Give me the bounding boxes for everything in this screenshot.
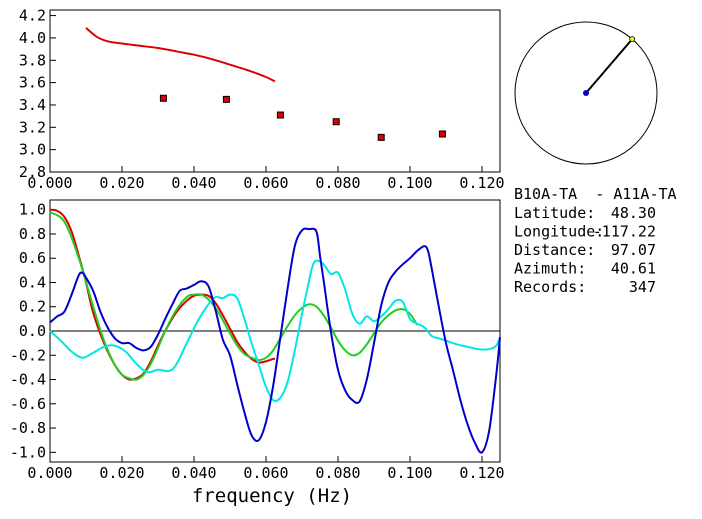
- top-ytick-label: 3.2: [19, 118, 46, 136]
- phase-velocity-marker: [159, 94, 167, 102]
- info-row-value: 347: [629, 278, 656, 296]
- bottom-ytick-label: -0.6: [10, 395, 46, 413]
- phase-velocity-marker: [438, 130, 446, 138]
- top-y-ticks: 2.8 3.0 3.2 3.4 3.6 3.8 4.0 4.2: [19, 7, 56, 181]
- top-ytick-label: 3.8: [19, 51, 46, 69]
- info-row-value: 48.30: [611, 204, 656, 222]
- bottom-ytick-label: 0.6: [19, 249, 46, 267]
- phase-velocity-marker: [377, 133, 385, 141]
- info-row-value: 40.61: [611, 260, 656, 278]
- bottom-xtick-label: 0.080: [315, 464, 360, 482]
- dial-tip-dot: [629, 36, 636, 42]
- bottom-xtick-label: 0.100: [387, 464, 432, 482]
- bottom-y-ticks: -1.0 -0.8 -0.6 -0.4 -0.2 0.0 0.2 0.4 0.6 0.8 1.0: [10, 201, 56, 461]
- phase-velocity-marker: [276, 111, 284, 119]
- bottom-series-layer: [49, 208, 501, 454]
- bottom-xtick-label: 0.060: [243, 464, 288, 482]
- info-row-label: Longitude:: [514, 223, 604, 241]
- top-xtick-label: 0.080: [315, 174, 360, 192]
- bottom-xtick-label: 0.020: [99, 464, 144, 482]
- top-ytick-label: 3.0: [19, 141, 46, 159]
- bottom-x-ticks: 0.000 0.020 0.040 0.060 0.080 0.100 0.120: [27, 456, 505, 482]
- bottom-ytick-label: 0.0: [19, 322, 46, 340]
- bottom-ytick-label: -0.8: [10, 419, 46, 437]
- phase-velocity-marker: [332, 118, 340, 126]
- bottom-series-line-2: [49, 259, 501, 402]
- info-rows: Latitude: 48.30 Longitude:-117.22Distance:…: [514, 204, 656, 296]
- info-row-value: 97.07: [611, 241, 656, 259]
- top-ytick-label: 4.0: [19, 29, 46, 47]
- bottom-series-line-1: [49, 211, 419, 381]
- top-ytick-label: 4.2: [19, 7, 46, 25]
- info-row-label: Distance:: [514, 241, 595, 259]
- top-series-line-0: [85, 27, 276, 83]
- top-xtick-label: 0.100: [387, 174, 432, 192]
- azimuth-needle: [585, 38, 633, 94]
- bottom-xtick-label: 0.000: [27, 464, 72, 482]
- info-row-value: -117.22: [593, 223, 656, 241]
- phase-velocity-marker: [222, 95, 230, 103]
- x-axis-label: frequency (Hz): [192, 485, 352, 507]
- bottom-series-line-0: [49, 208, 276, 381]
- top-xtick-label: 0.040: [171, 174, 216, 192]
- top-x-ticks: 0.000 0.020 0.040 0.060 0.080 0.100 0.120: [27, 166, 505, 192]
- dial-center-dot: [583, 90, 589, 96]
- azimuth-dial: [514, 21, 658, 165]
- top-xtick-label: 0.000: [27, 174, 72, 192]
- info-row-label: Records:: [514, 278, 586, 296]
- bottom-ytick-label: 0.8: [19, 225, 46, 243]
- station-info-block: B10A-TA - A11A-TA Latitude: 48.30 Longitud…: [514, 185, 677, 296]
- info-row-label: Azimuth:: [514, 260, 586, 278]
- bottom-ytick-label: -0.2: [10, 346, 46, 364]
- top-xtick-label: 0.020: [99, 174, 144, 192]
- bottom-panel: -1.0 -0.8 -0.6 -0.4 -0.2 0.0 0.2 0.4 0.6 0.8 1.0 0…: [10, 199, 505, 507]
- top-series-layer: [85, 27, 446, 141]
- bottom-ytick-label: 1.0: [19, 201, 46, 219]
- bottom-ytick-label: -0.4: [10, 371, 46, 389]
- top-panel: 2.8 3.0 3.2 3.4 3.6 3.8 4.0 4.2 0.000 0.020 0.040…: [19, 7, 505, 192]
- info-row-label: Latitude:: [514, 204, 595, 222]
- bottom-series-line-3: [49, 227, 501, 454]
- station-pair-label: B10A-TA - A11A-TA: [514, 185, 677, 203]
- top-ytick-label: 2.8: [19, 163, 46, 181]
- bottom-xtick-label: 0.040: [171, 464, 216, 482]
- top-xtick-label: 0.060: [243, 174, 288, 192]
- bottom-ytick-label: -1.0: [10, 443, 46, 461]
- top-ytick-label: 3.4: [19, 96, 46, 114]
- top-plot-frame: [49, 9, 501, 173]
- bottom-ytick-label: 0.2: [19, 298, 46, 316]
- bottom-xtick-label: 0.120: [459, 464, 504, 482]
- dial-circle: [514, 21, 658, 165]
- top-xtick-label: 0.120: [459, 174, 504, 192]
- bottom-ytick-label: 0.4: [19, 273, 46, 291]
- top-ytick-label: 3.6: [19, 74, 46, 92]
